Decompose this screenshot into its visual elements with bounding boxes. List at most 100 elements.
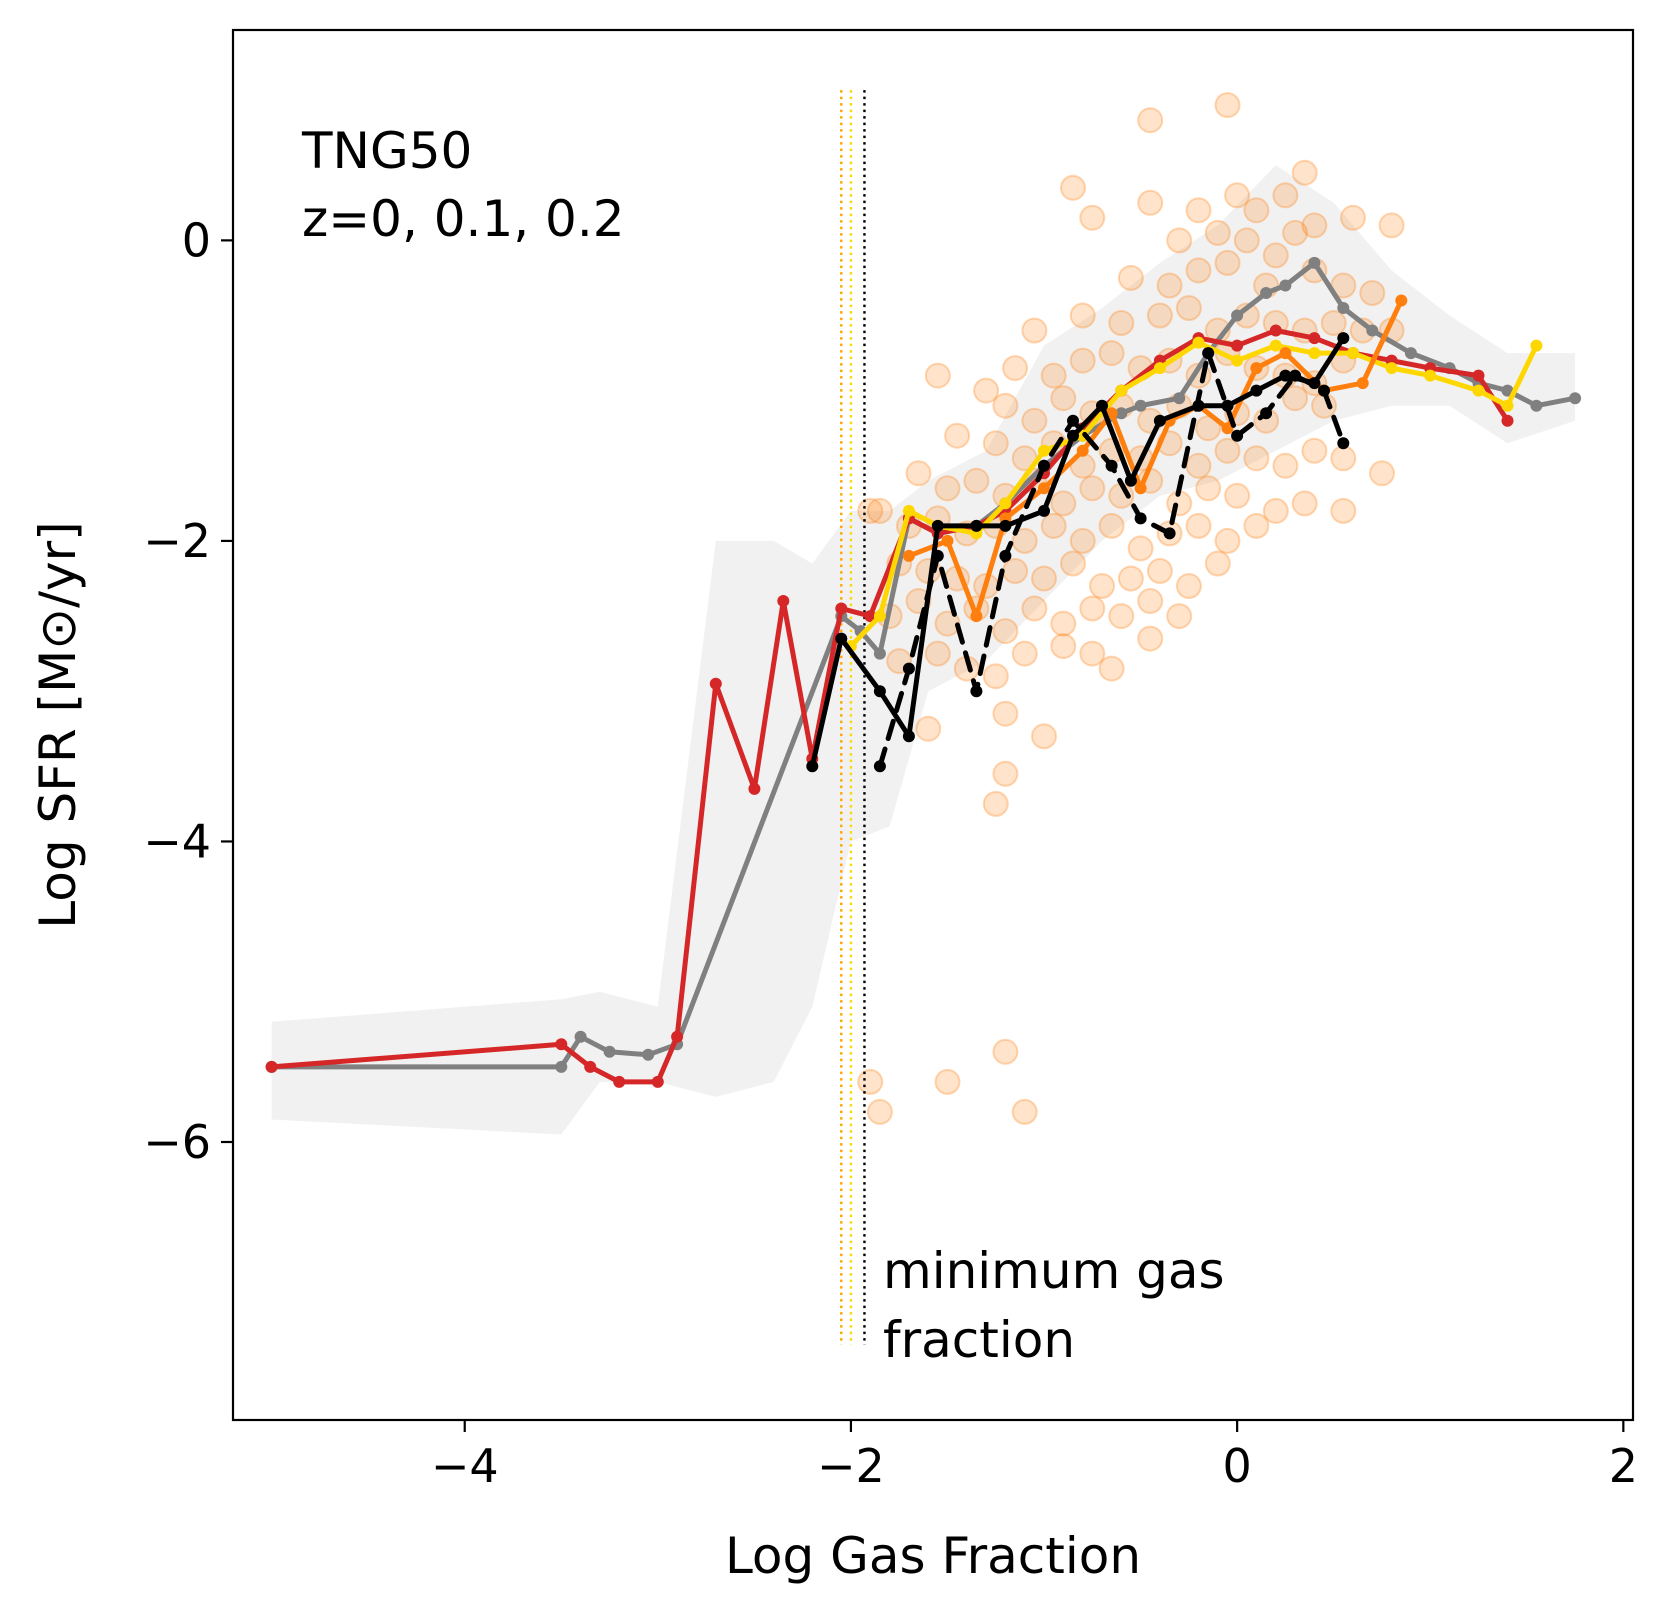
scatter-point-10 — [1301, 212, 1328, 239]
series-5-point-1 — [902, 662, 915, 675]
scatter-point-14 — [1204, 219, 1231, 246]
series-2-point-12 — [1269, 339, 1282, 352]
scatter-point-104 — [1185, 512, 1212, 539]
series-1-point-2 — [584, 1060, 597, 1073]
scatter-point-85 — [1079, 475, 1106, 502]
scatter-point-101 — [1098, 512, 1125, 539]
series-1-point-23 — [1308, 332, 1321, 345]
scatter-point-93 — [866, 497, 893, 524]
scatter-point-114 — [1031, 565, 1057, 592]
series-4-point-0 — [806, 760, 819, 773]
scatter-point-19 — [1156, 272, 1183, 299]
scatter-point-75 — [1272, 452, 1299, 479]
series-2-point-6 — [1038, 444, 1050, 457]
series-5-point-7 — [1105, 459, 1118, 472]
scatter-point-106 — [1243, 512, 1270, 539]
series-4-point-5 — [970, 519, 983, 532]
series-1-point-10 — [835, 602, 848, 615]
scatter-point-2 — [1060, 174, 1086, 201]
series-5-point-6 — [1067, 414, 1079, 427]
series-0-point-21 — [1279, 279, 1292, 292]
series-4-point-13 — [1221, 399, 1234, 412]
y-axis-label: Log SFR [M⊙/yr] — [29, 521, 87, 928]
series-1-point-5 — [671, 1030, 684, 1043]
series-1-point-27 — [1472, 369, 1485, 382]
scatter-point-54 — [1050, 385, 1077, 412]
series-2-point-1 — [873, 610, 886, 623]
series-2-point-15 — [1385, 362, 1398, 375]
scatter-point-1 — [1137, 107, 1164, 134]
x-tick-label-3: 2 — [1609, 1439, 1638, 1493]
series-2-point-16 — [1424, 369, 1437, 382]
scatter-point-137 — [1050, 633, 1077, 660]
scatter-point-116 — [1089, 573, 1115, 599]
scatter-point-11 — [1340, 204, 1366, 231]
series-1-point-22 — [1269, 324, 1282, 337]
series-3-point-4 — [1038, 482, 1050, 495]
scatter-point-52 — [992, 392, 1019, 419]
scatter-point-128 — [1079, 595, 1106, 622]
scatter-point-89 — [1195, 475, 1222, 502]
y-tick-label-1: −2 — [143, 514, 211, 568]
scatter-point-138 — [1079, 640, 1106, 667]
scatter-point-149 — [992, 1038, 1019, 1065]
scatter-point-140 — [1137, 625, 1164, 652]
series-4-point-10 — [1124, 474, 1137, 487]
series-0-point-25 — [1404, 347, 1417, 360]
series-5-point-2 — [931, 549, 944, 562]
series-layer — [265, 256, 1582, 1088]
scatter-point-133 — [924, 640, 951, 667]
series-3-point-15 — [1395, 294, 1408, 307]
series-0-point-3 — [603, 1045, 616, 1058]
scatter-point-150 — [1011, 1098, 1038, 1125]
scatter-point-117 — [1117, 565, 1144, 592]
x-axis-label: Log Gas Fraction — [725, 1527, 1141, 1585]
series-5-point-15 — [1337, 437, 1350, 450]
series-5-point-8 — [1134, 512, 1147, 525]
plot-frame — [231, 28, 1635, 1422]
series-1-point-6 — [709, 677, 722, 690]
series-5-point-11 — [1231, 429, 1244, 442]
scatter-point-98 — [1011, 527, 1038, 554]
series-3-point-12 — [1279, 347, 1292, 360]
scatter-point-102 — [1127, 535, 1154, 562]
series-4-point-11 — [1153, 414, 1166, 427]
scatter-point-90 — [1224, 482, 1251, 509]
scatter-point-42 — [1069, 347, 1096, 374]
x-tick-label-1: −2 — [817, 1439, 885, 1493]
scatter-point-4 — [1137, 189, 1164, 216]
scatter-point-78 — [1369, 460, 1395, 487]
vline-layer — [840, 90, 866, 1345]
series-0-point-28 — [1501, 384, 1514, 397]
scatter-point-92 — [1291, 490, 1318, 517]
scatter-point-141 — [915, 715, 942, 742]
plot-area — [265, 90, 1582, 1345]
scatter-point-73 — [1214, 437, 1241, 464]
series-0-point-30 — [1569, 392, 1582, 405]
series-3-point-11 — [1250, 362, 1263, 375]
series-1-point-0 — [265, 1060, 278, 1073]
scatter-point-7 — [1243, 197, 1270, 224]
scatter-point-72 — [1185, 452, 1212, 479]
series-0-point-29 — [1530, 399, 1543, 412]
scatter-point-27 — [1069, 302, 1096, 329]
scatter-point-148 — [934, 1068, 961, 1095]
series-5-point-9 — [1163, 527, 1176, 540]
scatter-point-62 — [1282, 385, 1309, 412]
scatter-point-79 — [905, 460, 932, 487]
scatter-point-53 — [1021, 407, 1048, 434]
series-2-point-11 — [1231, 354, 1244, 367]
series-4-point-7 — [1038, 504, 1050, 517]
scatter-point-81 — [963, 467, 990, 494]
series-2-point-18 — [1501, 399, 1514, 412]
scatter-point-107 — [1330, 497, 1357, 524]
scatter-point-146 — [857, 1068, 884, 1095]
scatter-point-84 — [1050, 490, 1077, 517]
scatter-point-115 — [1060, 550, 1086, 577]
series-4-point-14 — [1250, 384, 1263, 397]
series-5-point-14 — [1318, 384, 1330, 397]
series-1-point-28 — [1501, 414, 1514, 427]
scatter-point-135 — [982, 663, 1009, 690]
series-4-point-3 — [902, 730, 915, 743]
series-0-point-8 — [873, 647, 886, 660]
